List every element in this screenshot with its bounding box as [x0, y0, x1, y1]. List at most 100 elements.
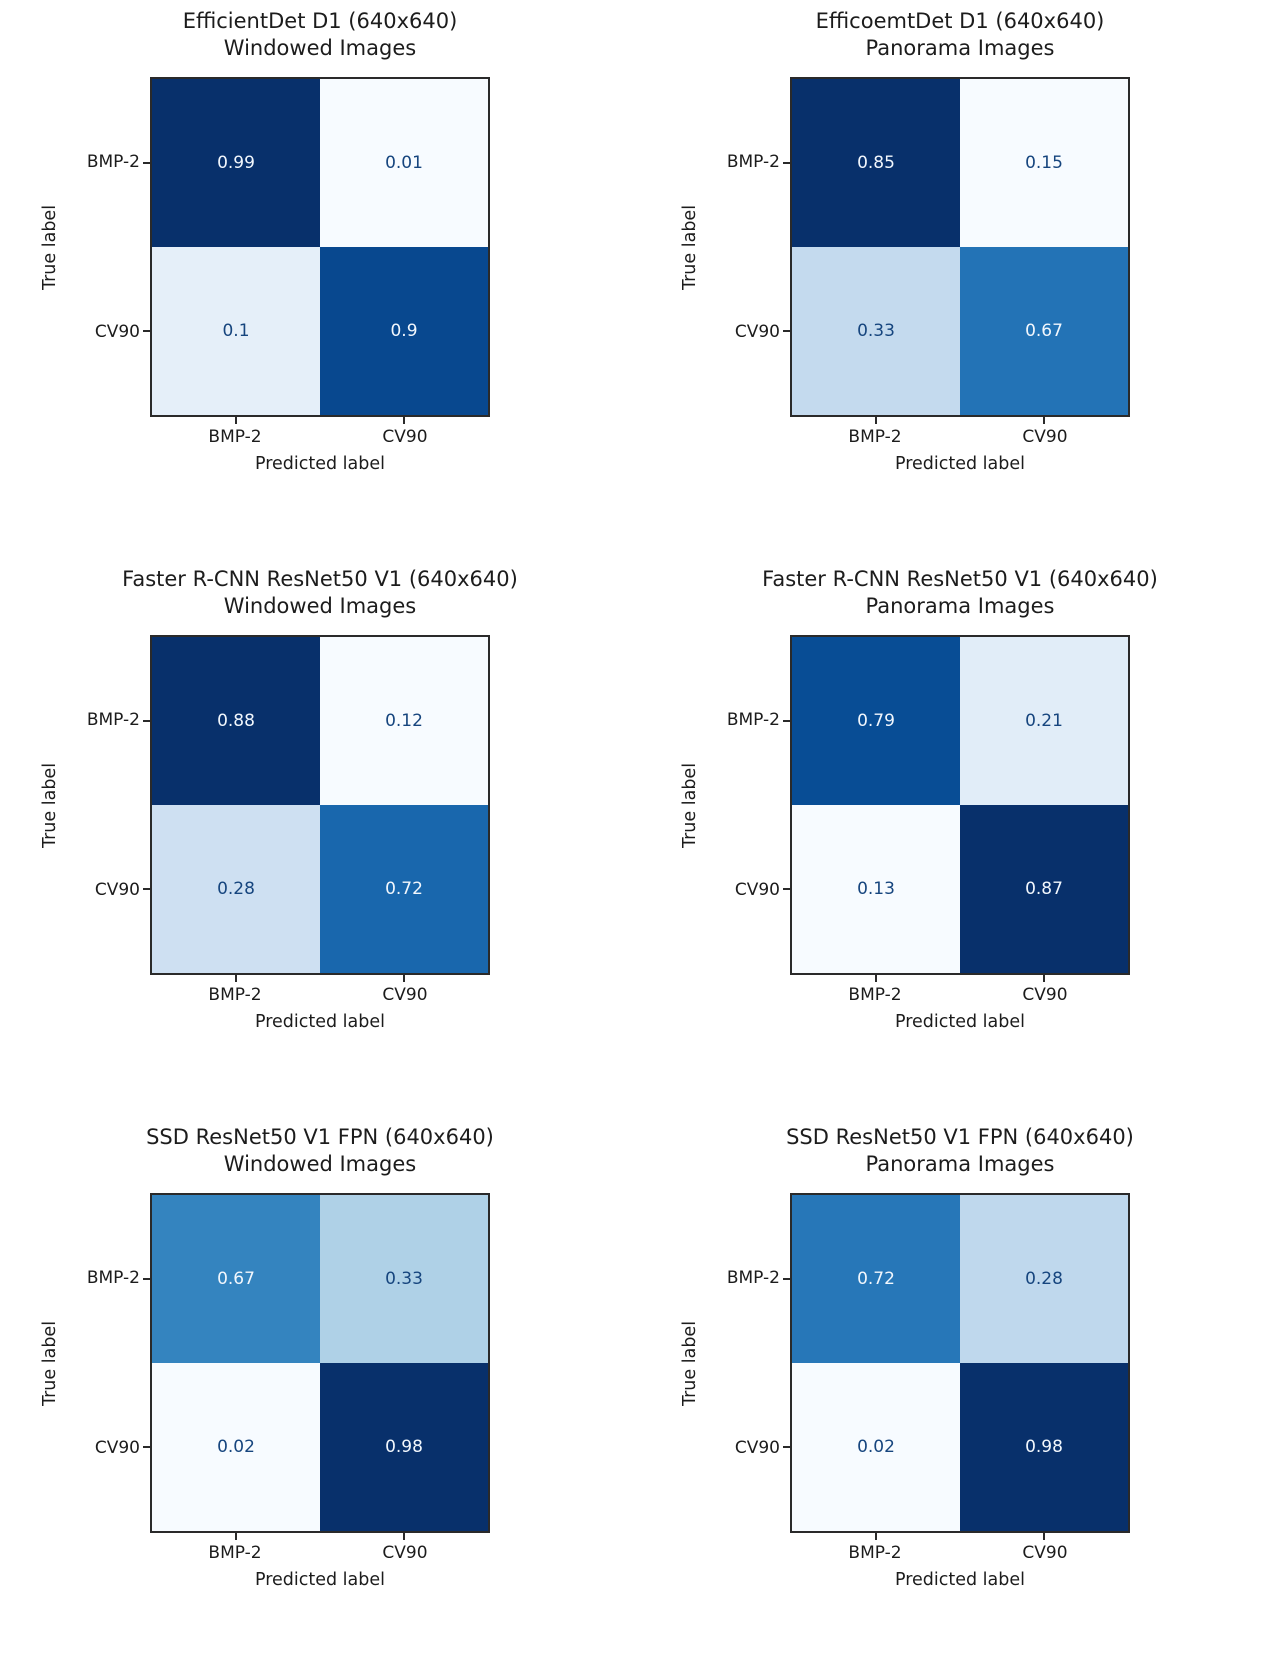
cell-value: 0.88	[217, 710, 255, 731]
heatmap-cell: 0.98	[320, 1362, 488, 1531]
subplot-title-line2: Windowed Images	[223, 1151, 417, 1176]
cell-value: 0.13	[857, 878, 895, 899]
y-tick-labels: BMP-2 CV90	[727, 1193, 780, 1533]
heatmap-cell: 0.79	[792, 636, 960, 805]
x-axis-label: Predicted label	[254, 453, 386, 474]
plot-area: True label BMP-2 CV90 0.85 0.15 0.33 0.67 BM…	[680, 76, 1130, 474]
cell-value: 0.72	[857, 1268, 895, 1289]
cell-value: 0.15	[1025, 152, 1063, 173]
subplot-title-line2: Panorama Images	[865, 35, 1055, 60]
subplot-title-line1: EfficientDet D1 (640x640)	[182, 9, 458, 33]
x-axis-label: Predicted label	[254, 1011, 386, 1032]
tick-mark	[783, 329, 790, 332]
subplot-title-line1: SSD ResNet50 V1 FPN (640x640)	[786, 1125, 1134, 1149]
subplot-title: Faster R-CNN ResNet50 V1 (640x640) Panor…	[762, 566, 1158, 620]
cell-value: 0.12	[385, 710, 423, 731]
y-tick-label: BMP-2	[726, 1267, 780, 1288]
cell-value: 0.67	[217, 1268, 255, 1289]
cell-value: 0.28	[217, 878, 255, 899]
tick-mark	[875, 416, 877, 424]
heatmap: 0.88 0.12 0.28 0.72	[143, 634, 490, 982]
heatmap-cell: 0.12	[320, 636, 488, 805]
heatmap-cell: 0.99	[152, 78, 320, 247]
y-tick-labels: BMP-2 CV90	[87, 1193, 140, 1533]
tick-mark	[403, 416, 405, 424]
heatmap-cell: 0.87	[960, 804, 1128, 973]
heatmap-cell: 0.13	[792, 804, 960, 973]
cell-value: 0.01	[385, 152, 423, 173]
cell-value: 0.02	[857, 1436, 895, 1457]
x-tick-label: CV90	[1022, 984, 1068, 1005]
y-tick-label: BMP-2	[86, 151, 140, 172]
cell-value: 0.9	[390, 320, 418, 341]
tick-mark	[403, 974, 405, 982]
plot-area: True label BMP-2 CV90 0.72 0.28 0.02 0.98 BM…	[680, 1192, 1130, 1590]
cell-value: 0.79	[857, 710, 895, 731]
y-tick-label: BMP-2	[726, 709, 780, 730]
tick-mark	[143, 719, 150, 722]
y-tick-label: BMP-2	[726, 151, 780, 172]
y-tick-label: BMP-2	[86, 1267, 140, 1288]
tick-mark	[235, 416, 237, 424]
y-axis-label: True label	[680, 1320, 700, 1406]
heatmap-cell: 0.67	[960, 246, 1128, 415]
heatmap-cell: 0.21	[960, 636, 1128, 805]
x-tick-label: CV90	[382, 1542, 428, 1563]
subplot-title-line2: Windowed Images	[223, 35, 417, 60]
x-tick-label: BMP-2	[848, 984, 902, 1005]
y-axis-label: True label	[40, 762, 60, 848]
tick-mark	[1043, 416, 1045, 424]
x-tick-label: BMP-2	[208, 426, 262, 447]
cell-value: 0.98	[385, 1436, 423, 1457]
heatmap-cell: 0.28	[152, 804, 320, 973]
x-tick-labels: BMP-2 CV90	[150, 1543, 490, 1563]
tick-mark	[875, 974, 877, 982]
subplot-title: SSD ResNet50 V1 FPN (640x640) Windowed I…	[146, 1124, 494, 1178]
cell-value: 0.67	[1025, 320, 1063, 341]
subplot-title-line1: Faster R-CNN ResNet50 V1 (640x640)	[122, 567, 518, 591]
heatmap-cell: 0.67	[152, 1194, 320, 1363]
heatmap: 0.67 0.33 0.02 0.98	[143, 1192, 490, 1540]
y-tick-labels: BMP-2 CV90	[87, 635, 140, 975]
subplot-title: SSD ResNet50 V1 FPN (640x640) Panorama I…	[786, 1124, 1134, 1178]
tick-mark	[143, 1277, 150, 1280]
confusion-matrix-subplot: SSD ResNet50 V1 FPN (640x640) Windowed I…	[0, 1120, 640, 1676]
plot-area: True label BMP-2 CV90 0.88 0.12 0.28 0.72 BM…	[40, 634, 490, 1032]
cell-value: 0.72	[385, 878, 423, 899]
cell-value: 0.99	[217, 152, 255, 173]
x-tick-labels: BMP-2 CV90	[150, 427, 490, 447]
confusion-matrix-subplot: Faster R-CNN ResNet50 V1 (640x640) Panor…	[640, 562, 1280, 1120]
tick-mark	[143, 329, 150, 332]
subplot-title: EfficientDet D1 (640x640) Windowed Image…	[183, 8, 458, 62]
tick-mark	[143, 1445, 150, 1448]
x-tick-label: BMP-2	[208, 984, 262, 1005]
cell-value: 0.33	[385, 1268, 423, 1289]
subplot-title-line1: SSD ResNet50 V1 FPN (640x640)	[146, 1125, 494, 1149]
x-tick-label: BMP-2	[848, 426, 902, 447]
x-axis-label: Predicted label	[894, 453, 1026, 474]
x-tick-label: CV90	[1022, 1542, 1068, 1563]
y-tick-label: BMP-2	[86, 709, 140, 730]
confusion-matrix-subplot: EfficientDet D1 (640x640) Windowed Image…	[0, 4, 640, 562]
subplot-title: Faster R-CNN ResNet50 V1 (640x640) Windo…	[122, 566, 518, 620]
tick-mark	[403, 1532, 405, 1540]
x-axis-label: Predicted label	[894, 1011, 1026, 1032]
heatmap-cell: 0.01	[320, 78, 488, 247]
tick-mark	[783, 161, 790, 164]
heatmap-cell: 0.15	[960, 78, 1128, 247]
tick-mark	[1043, 1532, 1045, 1540]
cell-value: 0.21	[1025, 710, 1063, 731]
x-axis-label: Predicted label	[894, 1569, 1026, 1590]
heatmap: 0.79 0.21 0.13 0.87	[783, 634, 1130, 982]
x-tick-label: BMP-2	[208, 1542, 262, 1563]
heatmap: 0.72 0.28 0.02 0.98	[783, 1192, 1130, 1540]
tick-mark	[783, 1277, 790, 1280]
confusion-matrix-subplot: Faster R-CNN ResNet50 V1 (640x640) Windo…	[0, 562, 640, 1120]
tick-mark	[143, 161, 150, 164]
tick-mark	[235, 1532, 237, 1540]
x-tick-labels: BMP-2 CV90	[150, 985, 490, 1005]
subplot-title-line2: Panorama Images	[865, 593, 1055, 618]
cell-value: 0.98	[1025, 1436, 1063, 1457]
